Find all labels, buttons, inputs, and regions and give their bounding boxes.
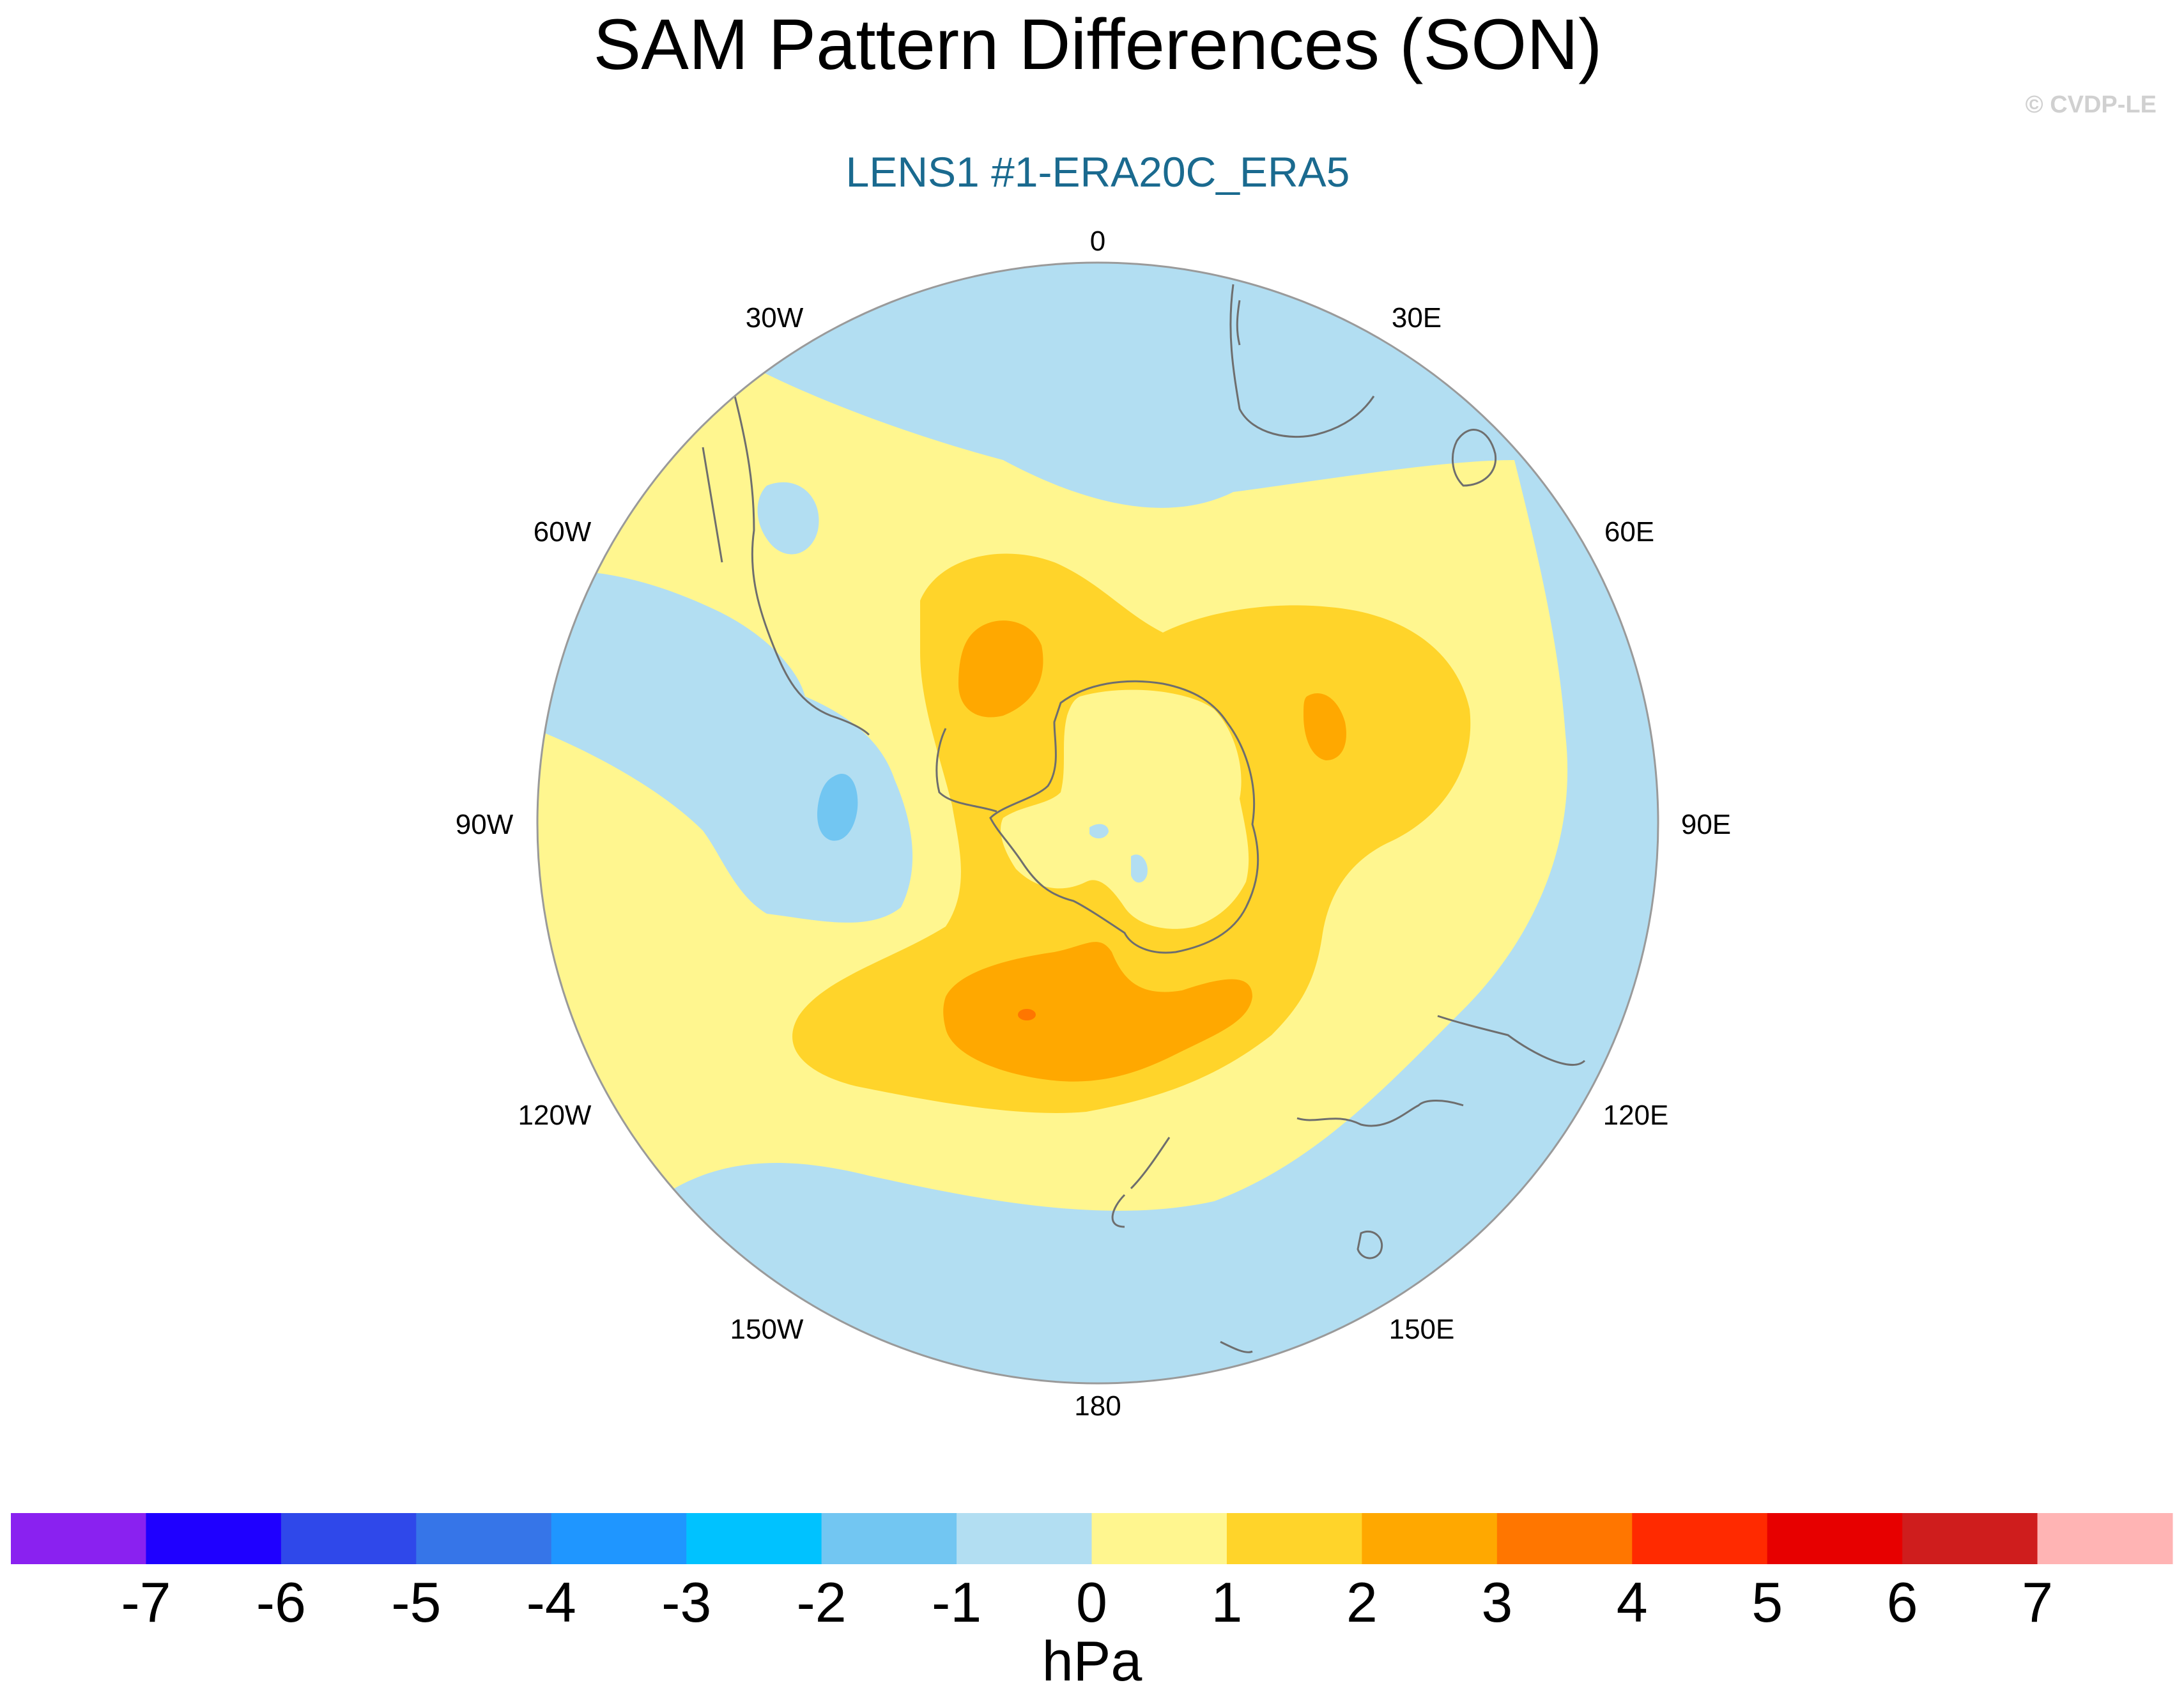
colorbar-swatch	[1902, 1513, 2038, 1564]
lon-label-90w: 90W	[456, 809, 514, 840]
colorbar-swatch	[686, 1513, 822, 1564]
map-border	[536, 261, 1659, 1385]
coastline-antarctic-peninsula	[935, 728, 997, 813]
lon-label-30w: 30W	[746, 302, 804, 334]
colorbar-swatch	[281, 1513, 417, 1564]
colorbar-swatch	[1496, 1513, 1633, 1564]
colorbar-tick-label: 7	[2022, 1571, 2053, 1634]
coastlines	[702, 284, 1586, 1353]
colorbar-swatch	[1091, 1513, 1227, 1564]
coastline-australia	[1296, 1015, 1586, 1127]
lon-label-180: 180	[1074, 1390, 1121, 1422]
coastline-madagascar	[1451, 429, 1497, 487]
colorbar-tick-label: 3	[1481, 1571, 1512, 1634]
colorbar-tick-label: 5	[1751, 1571, 1783, 1634]
contour-fill-2-3-a	[958, 620, 1043, 718]
coastline-tasmania	[1357, 1230, 1383, 1259]
copyright-label: © CVDP-LE	[2026, 91, 2157, 118]
contour-fill-neg2-neg1	[817, 774, 858, 841]
colorbar-tick-label: 1	[1211, 1571, 1242, 1634]
colorbar-tick-label: -4	[527, 1571, 576, 1634]
contour-fill-neg1-0-spot	[757, 482, 819, 555]
coastline-south-america	[702, 396, 870, 736]
lon-label-120w: 120W	[518, 1100, 592, 1131]
polar-map: 0 30E 60E 90E 120E 150E 180 150W 120W 90…	[456, 226, 1731, 1422]
colorbar-unit-label: hPa	[1042, 1629, 1142, 1693]
figure-title: SAM Pattern Differences (SON)	[594, 4, 1603, 84]
colorbar: -7 -6 -5 -4 -3 -2 -1 0 1 2 3 4 5 6 7 hPa	[11, 1513, 2173, 1693]
colorbar-swatch	[1362, 1513, 1498, 1564]
coastline-new-zealand	[1111, 1137, 1253, 1353]
colorbar-tick-label: 0	[1076, 1571, 1107, 1634]
colorbar-swatch	[551, 1513, 687, 1564]
colorbar-swatch	[146, 1513, 282, 1564]
colorbar-tick-label: 2	[1346, 1571, 1378, 1634]
colorbar-tick-label: 4	[1617, 1571, 1648, 1634]
figure-subtitle: LENS1 #1-ERA20C_ERA5	[846, 148, 1350, 196]
colorbar-swatch	[821, 1513, 957, 1564]
colorbar-swatch	[416, 1513, 552, 1564]
longitude-labels: 0 30E 60E 90E 120E 150E 180 150W 120W 90…	[456, 226, 1731, 1422]
lon-label-120e: 120E	[1603, 1100, 1669, 1131]
colorbar-tick-label: 6	[1887, 1571, 1918, 1634]
coastline-africa	[1229, 284, 1375, 438]
antarctica-lake-2	[1131, 854, 1148, 883]
colorbar-swatch	[1226, 1513, 1362, 1564]
coastline-antarctica	[989, 680, 1259, 954]
colorbar-tick-label: -3	[661, 1571, 711, 1634]
colorbar-swatches	[11, 1513, 2173, 1564]
colorbar-tick-label: -6	[256, 1571, 306, 1634]
colorbar-tick-label: -2	[797, 1571, 847, 1634]
contour-fill-3-4	[1018, 1009, 1036, 1020]
lon-label-150e: 150E	[1389, 1314, 1455, 1345]
lon-label-60w: 60W	[534, 516, 592, 548]
colorbar-swatch	[957, 1513, 1092, 1564]
contour-fill-2-3-b	[1303, 693, 1346, 760]
colorbar-swatch	[1632, 1513, 1768, 1564]
colorbar-swatch	[1767, 1513, 1903, 1564]
lon-label-30e: 30E	[1392, 302, 1442, 334]
lon-label-60e: 60E	[1604, 516, 1654, 548]
colorbar-tick-label: -1	[932, 1571, 981, 1634]
antarctica-interior	[1001, 689, 1249, 929]
lon-label-0: 0	[1090, 226, 1105, 257]
colorbar-swatch	[11, 1513, 146, 1564]
antarctica-lake-1	[1089, 824, 1109, 839]
colorbar-tick-label: -5	[391, 1571, 441, 1634]
lon-label-150w: 150W	[730, 1314, 804, 1345]
colorbar-swatch	[2037, 1513, 2173, 1564]
sea-level-pressure-field	[537, 263, 1658, 1383]
lon-label-90e: 90E	[1681, 809, 1731, 840]
contour-fill-neg1-0-west	[537, 570, 913, 923]
contour-fill-2-3-c	[943, 942, 1252, 1082]
colorbar-tick-labels: -7 -6 -5 -4 -3 -2 -1 0 1 2 3 4 5 6 7	[121, 1571, 2053, 1634]
colorbar-tick-label: -7	[121, 1571, 171, 1634]
